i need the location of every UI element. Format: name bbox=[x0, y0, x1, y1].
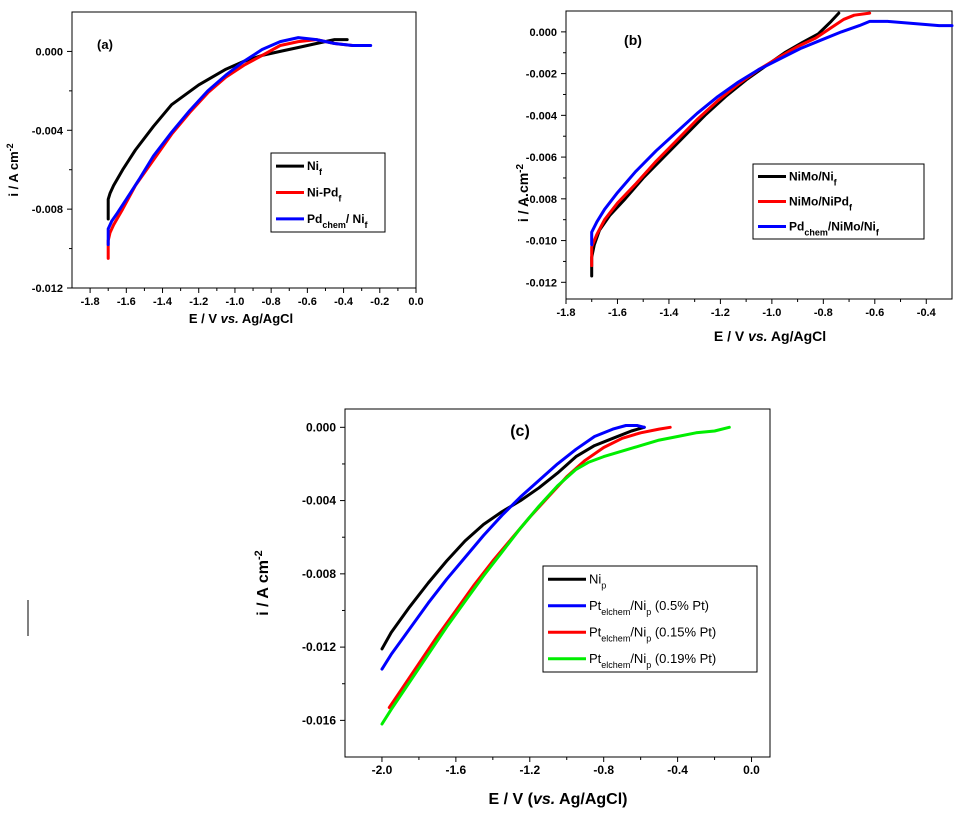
y-tick-label: 0.000 bbox=[35, 46, 63, 58]
x-tick-label: -0.8 bbox=[593, 763, 614, 777]
legend-entry-1: NiMo/Nif bbox=[789, 170, 838, 188]
legend-entry-3: Ptelchem/Nip (0.15% Pt) bbox=[589, 624, 716, 643]
legend-entry-1: Nif bbox=[307, 159, 323, 177]
x-tick-label: -0.4 bbox=[917, 307, 937, 319]
x-tick-label: -0.6 bbox=[298, 296, 317, 308]
x-tick-label: 0.0 bbox=[743, 763, 760, 777]
y-tick-label: -0.008 bbox=[526, 194, 557, 206]
y-tick-label: -0.008 bbox=[302, 567, 336, 581]
y-axis-label: i / A cm-2 bbox=[253, 550, 272, 616]
x-tick-label: -1.8 bbox=[81, 296, 100, 308]
x-tick-label: -1.2 bbox=[711, 307, 730, 319]
x-tick-label: -1.8 bbox=[557, 307, 576, 319]
x-axis-label: E / V vs. Ag/AgCl bbox=[714, 328, 826, 344]
x-tick-label: -1.4 bbox=[659, 307, 679, 319]
y-tick-label: -0.002 bbox=[526, 69, 557, 81]
y-tick-label: 0.000 bbox=[306, 420, 336, 434]
legend: Nip Ptelchem/Nip (0.5% Pt) Ptelchem/Nip (0… bbox=[542, 565, 758, 673]
y-tick-label: 0.000 bbox=[529, 27, 557, 39]
legend-entry-3: Pdchem/NiMo/Nif bbox=[789, 220, 880, 238]
y-axis-label: i / A cm-2 bbox=[5, 143, 21, 196]
y-tick-label: -0.008 bbox=[32, 204, 63, 216]
x-axis-label: E / V (vs. Ag/AgCl) bbox=[489, 791, 628, 808]
legend: Nif Ni-Pdf Pdchem/ Nif bbox=[270, 152, 386, 233]
x-tick-label: -0.8 bbox=[262, 296, 281, 308]
x-tick-label: -1.6 bbox=[446, 763, 467, 777]
x-tick-label: -1.6 bbox=[608, 307, 627, 319]
x-tick-label: -0.8 bbox=[814, 307, 833, 319]
legend-entry-3: Pdchem/ Nif bbox=[307, 212, 369, 230]
x-axis-label: E / V vs. Ag/AgCl bbox=[189, 311, 293, 326]
plot-frame bbox=[71, 11, 417, 289]
legend-entry-2: Ni-Pdf bbox=[307, 186, 342, 204]
legend: NiMo/Nif NiMo/NiPdf Pdchem/NiMo/Nif bbox=[752, 163, 925, 240]
x-tick-label: -1.4 bbox=[153, 296, 173, 308]
y-axis-label: i / A.cm-2 bbox=[515, 163, 532, 222]
y-tick-label: -0.004 bbox=[526, 110, 558, 122]
panel-label: (c) bbox=[510, 423, 530, 440]
y-tick-label: -0.006 bbox=[526, 152, 557, 164]
y-tick-label: -0.016 bbox=[302, 713, 336, 727]
series-line-1 bbox=[106, 38, 349, 221]
legend-entry-2: NiMo/NiPdf bbox=[789, 195, 853, 213]
x-tick-label: -1.0 bbox=[762, 307, 781, 319]
series-line-2 bbox=[380, 424, 646, 671]
plot-frame bbox=[344, 408, 771, 758]
y-tick-label: -0.010 bbox=[526, 236, 557, 248]
x-tick-label: -1.2 bbox=[189, 296, 208, 308]
series-line-2 bbox=[590, 11, 872, 268]
x-tick-label: -1.0 bbox=[225, 296, 244, 308]
x-tick-label: -1.6 bbox=[117, 296, 136, 308]
x-tick-label: -0.2 bbox=[370, 296, 389, 308]
chart-panel-2: -1.8 -1.6 -1.4 -1.2 -1.0 -0.8 -0.6 -0.4 0.000 -0.… bbox=[515, 10, 954, 344]
x-tick-label: -0.4 bbox=[667, 763, 688, 777]
y-tick-label: -0.012 bbox=[526, 277, 557, 289]
y-tick-label: -0.004 bbox=[302, 494, 336, 508]
y-tick-label: -0.004 bbox=[32, 125, 64, 137]
x-tick-label: -1.2 bbox=[519, 763, 540, 777]
series-line-4 bbox=[380, 425, 731, 726]
series-line-3 bbox=[106, 36, 373, 247]
x-tick-label: -0.4 bbox=[334, 296, 354, 308]
x-tick-label: -2.0 bbox=[372, 763, 393, 777]
legend-entry-4: Ptelchem/Nip (0.19% Pt) bbox=[589, 651, 716, 670]
x-tick-label: 0.0 bbox=[408, 296, 423, 308]
y-tick-label: -0.012 bbox=[302, 640, 336, 654]
legend-entry-2: Ptelchem/Nip (0.5% Pt) bbox=[589, 598, 709, 617]
chart-panel-3: -2.0 -1.6 -1.2 -0.8 -0.4 0.0 0.000 -0.004 -0.008… bbox=[253, 408, 771, 808]
panel-label: (a) bbox=[97, 37, 113, 52]
chart-panel-1: -1.8 -1.6 -1.4 -1.2 -1.0 -0.8 -0.6 -0.4 -0.2 0.00… bbox=[5, 11, 424, 326]
plot-frame bbox=[565, 10, 953, 300]
legend-box bbox=[542, 565, 758, 673]
panel-label: (b) bbox=[624, 32, 642, 48]
series-line-3 bbox=[590, 19, 954, 247]
legend-entry-1: Nip bbox=[589, 571, 606, 590]
x-tick-label: -0.6 bbox=[865, 307, 884, 319]
y-tick-label: -0.012 bbox=[32, 283, 63, 295]
